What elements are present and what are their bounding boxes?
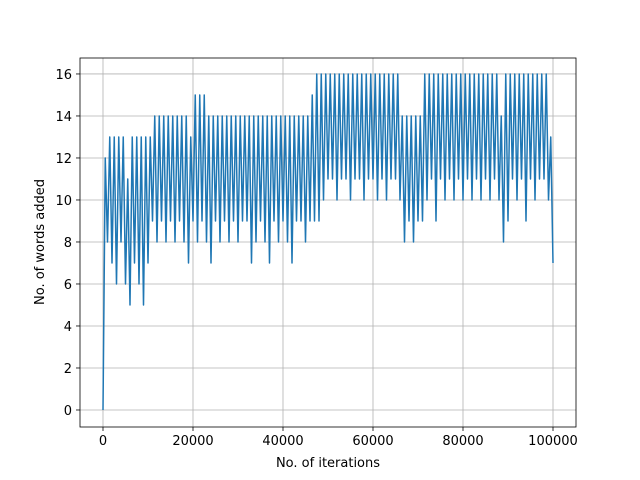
x-tick-label: 40000 (262, 434, 303, 449)
y-tick-label: 16 (55, 68, 72, 83)
y-tick-label: 2 (64, 362, 72, 377)
y-tick-label: 14 (55, 110, 72, 125)
y-tick-label: 10 (55, 194, 72, 209)
x-tick-label: 100000 (528, 434, 578, 449)
x-axis-label: No. of iterations (276, 456, 380, 471)
x-tick-label: 60000 (352, 434, 393, 449)
y-tick-label: 6 (64, 278, 72, 293)
x-tick-label: 0 (99, 434, 107, 449)
y-tick-label: 4 (64, 320, 72, 335)
y-tick-label: 12 (55, 152, 72, 167)
x-tick-label: 20000 (172, 434, 213, 449)
data-line (102, 73, 554, 410)
x-tick-label: 80000 (442, 434, 483, 449)
plot-frame (79, 57, 577, 428)
y-axis-label: No. of words added (33, 179, 48, 305)
y-tick-label: 8 (64, 236, 72, 251)
y-tick-label: 0 (64, 404, 72, 419)
